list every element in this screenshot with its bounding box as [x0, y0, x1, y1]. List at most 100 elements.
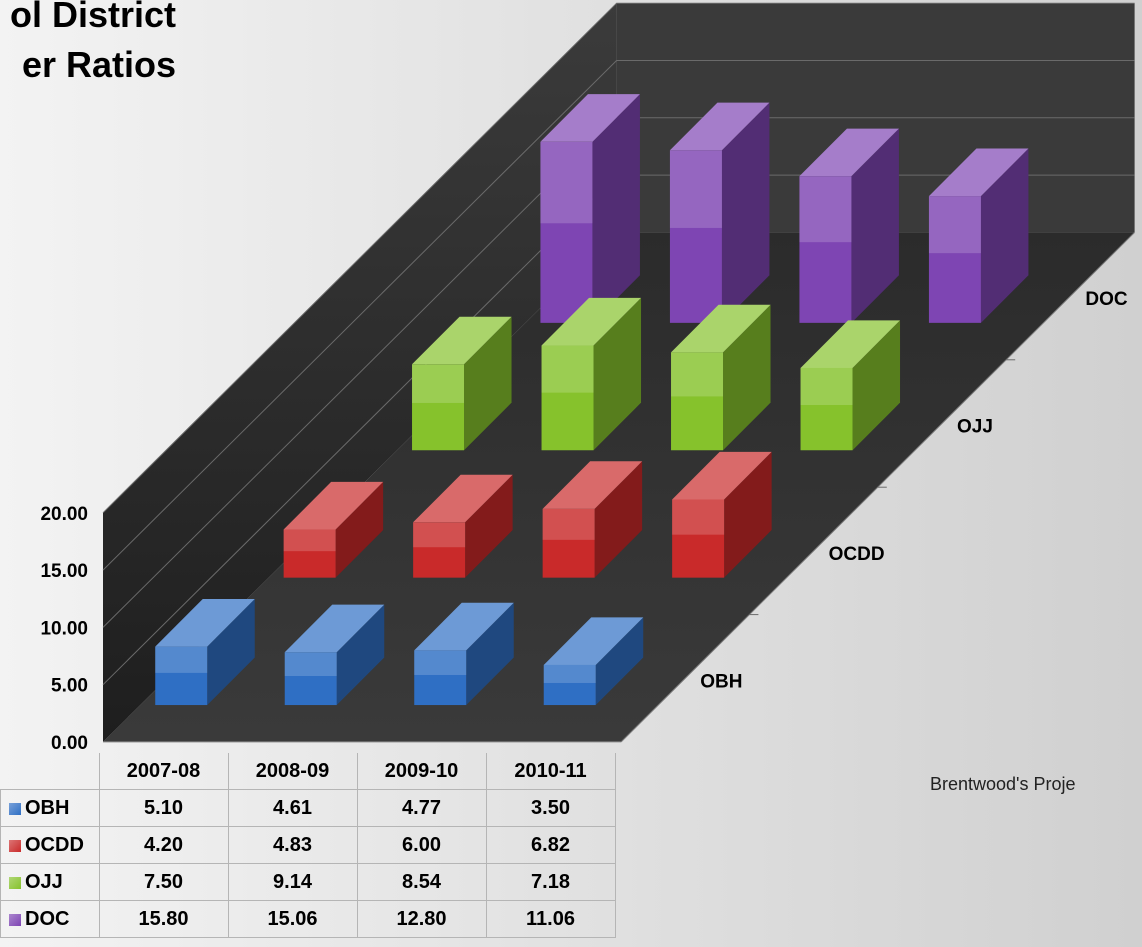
- bar-front: [414, 650, 467, 706]
- chart-bars: [155, 94, 1029, 706]
- bar-doc: [928, 148, 1029, 323]
- series-name: OBH: [25, 796, 70, 819]
- table-cell: 11.06: [485, 900, 616, 938]
- bar-side: [465, 474, 513, 578]
- bar-side: [336, 604, 385, 706]
- table-cell: 8.54: [356, 863, 487, 901]
- table-cell: 4.77: [356, 789, 487, 827]
- bar-front: [669, 150, 722, 323]
- bar-side: [207, 599, 255, 706]
- bar-side: [724, 451, 772, 578]
- table-cell: 15.80: [98, 900, 229, 938]
- bar-side: [464, 316, 512, 451]
- bar-doc: [799, 128, 899, 323]
- bar-obh: [414, 602, 514, 706]
- bar-ojj: [412, 316, 512, 451]
- y-tick-label: 20.00: [40, 504, 88, 525]
- series-axis-label: OCDD: [829, 544, 885, 565]
- bar-front: [413, 522, 466, 578]
- bar-top: [414, 602, 514, 651]
- series-name: OJJ: [25, 870, 63, 893]
- data-table-header-row: 2007-08 2008-09 2009-10 2010-11: [1, 753, 616, 790]
- bar-front-highlight: [671, 352, 724, 397]
- bar-front-highlight: [800, 367, 853, 405]
- legend-swatch-obh: [9, 802, 21, 815]
- bar-side: [594, 461, 643, 578]
- bar-top: [800, 320, 901, 368]
- bar-ojj: [541, 297, 642, 451]
- table-cell: 3.50: [485, 789, 616, 827]
- gridline: [102, 2, 1135, 514]
- bar-obh: [284, 604, 385, 706]
- y-tick-label: 10.00: [40, 618, 88, 639]
- bar-top: [541, 297, 642, 346]
- bar-doc: [669, 102, 770, 323]
- bar-front: [283, 529, 336, 578]
- data-table-corner: [1, 753, 100, 790]
- bar-side: [466, 602, 514, 706]
- legend-key: OJJ: [0, 863, 100, 901]
- bar-front-highlight: [799, 176, 852, 243]
- bar-front: [412, 364, 465, 451]
- bar-top: [672, 451, 772, 500]
- bar-front-highlight: [542, 508, 595, 540]
- bar-top: [543, 617, 644, 665]
- bar-front-highlight: [543, 664, 596, 683]
- y-tick-label: 5.00: [51, 676, 88, 697]
- bar-ojj: [671, 304, 771, 451]
- bar-ojj: [800, 320, 901, 451]
- table-cell: 4.83: [227, 826, 358, 864]
- bar-front: [672, 499, 725, 578]
- table-cell: 4.20: [98, 826, 229, 864]
- bar-top: [540, 94, 640, 142]
- legend-swatch-ojj: [9, 876, 21, 889]
- table-row: OJJ 7.50 9.14 8.54 7.18: [0, 863, 616, 901]
- series-axis-label: OJJ: [957, 417, 993, 438]
- legend-swatch-doc: [9, 913, 21, 926]
- table-row: OCDD 4.20 4.83 6.00 6.82: [0, 826, 616, 864]
- bar-top: [799, 128, 899, 177]
- bar-front: [671, 352, 724, 451]
- bar-side: [593, 297, 642, 451]
- bar-front: [800, 367, 853, 451]
- bar-front: [799, 176, 852, 323]
- series-axis-label: OBH: [700, 671, 742, 692]
- table-row: DOC 15.80 15.06 12.80 11.06: [0, 900, 616, 938]
- bar-side: [851, 128, 899, 323]
- table-cell: 5.10: [98, 789, 229, 827]
- bar-top: [413, 474, 513, 523]
- bar-ocdd: [413, 474, 513, 578]
- bar-doc: [540, 94, 640, 323]
- table-cell: 6.82: [485, 826, 616, 864]
- bar-side: [723, 304, 771, 451]
- bar-front: [541, 345, 594, 451]
- credit-text: Brentwood's Proje: [930, 774, 1076, 794]
- chart-title-line-1: ol District: [9, 0, 176, 35]
- bar-obh: [155, 599, 255, 706]
- legend-key: DOC: [0, 900, 100, 938]
- bar-front: [540, 141, 593, 323]
- series-name: DOC: [25, 907, 70, 930]
- bar-side: [592, 94, 640, 323]
- table-cell: 7.18: [485, 863, 616, 901]
- table-cell: 4.61: [227, 789, 358, 827]
- chart-title: ol District er Ratios: [0, 0, 200, 100]
- bar-front: [284, 652, 337, 706]
- data-table-header: 2008-09: [227, 753, 358, 790]
- bar-side: [335, 481, 384, 578]
- bar-ocdd: [283, 481, 384, 578]
- bar-front-highlight: [413, 522, 466, 548]
- bar-top: [283, 481, 384, 530]
- table-cell: 15.06: [227, 900, 358, 938]
- bar-top: [542, 461, 643, 509]
- bar-front-highlight: [541, 345, 594, 393]
- legend-swatch-ocdd: [9, 839, 21, 852]
- bar-obh: [543, 617, 644, 706]
- bar-front-highlight: [928, 196, 981, 254]
- bar-front-highlight: [672, 499, 725, 535]
- bar-front-highlight: [284, 652, 337, 676]
- chart-title-line-2: er Ratios: [21, 44, 176, 85]
- table-cell: 9.14: [227, 863, 358, 901]
- bar-ocdd: [542, 461, 643, 578]
